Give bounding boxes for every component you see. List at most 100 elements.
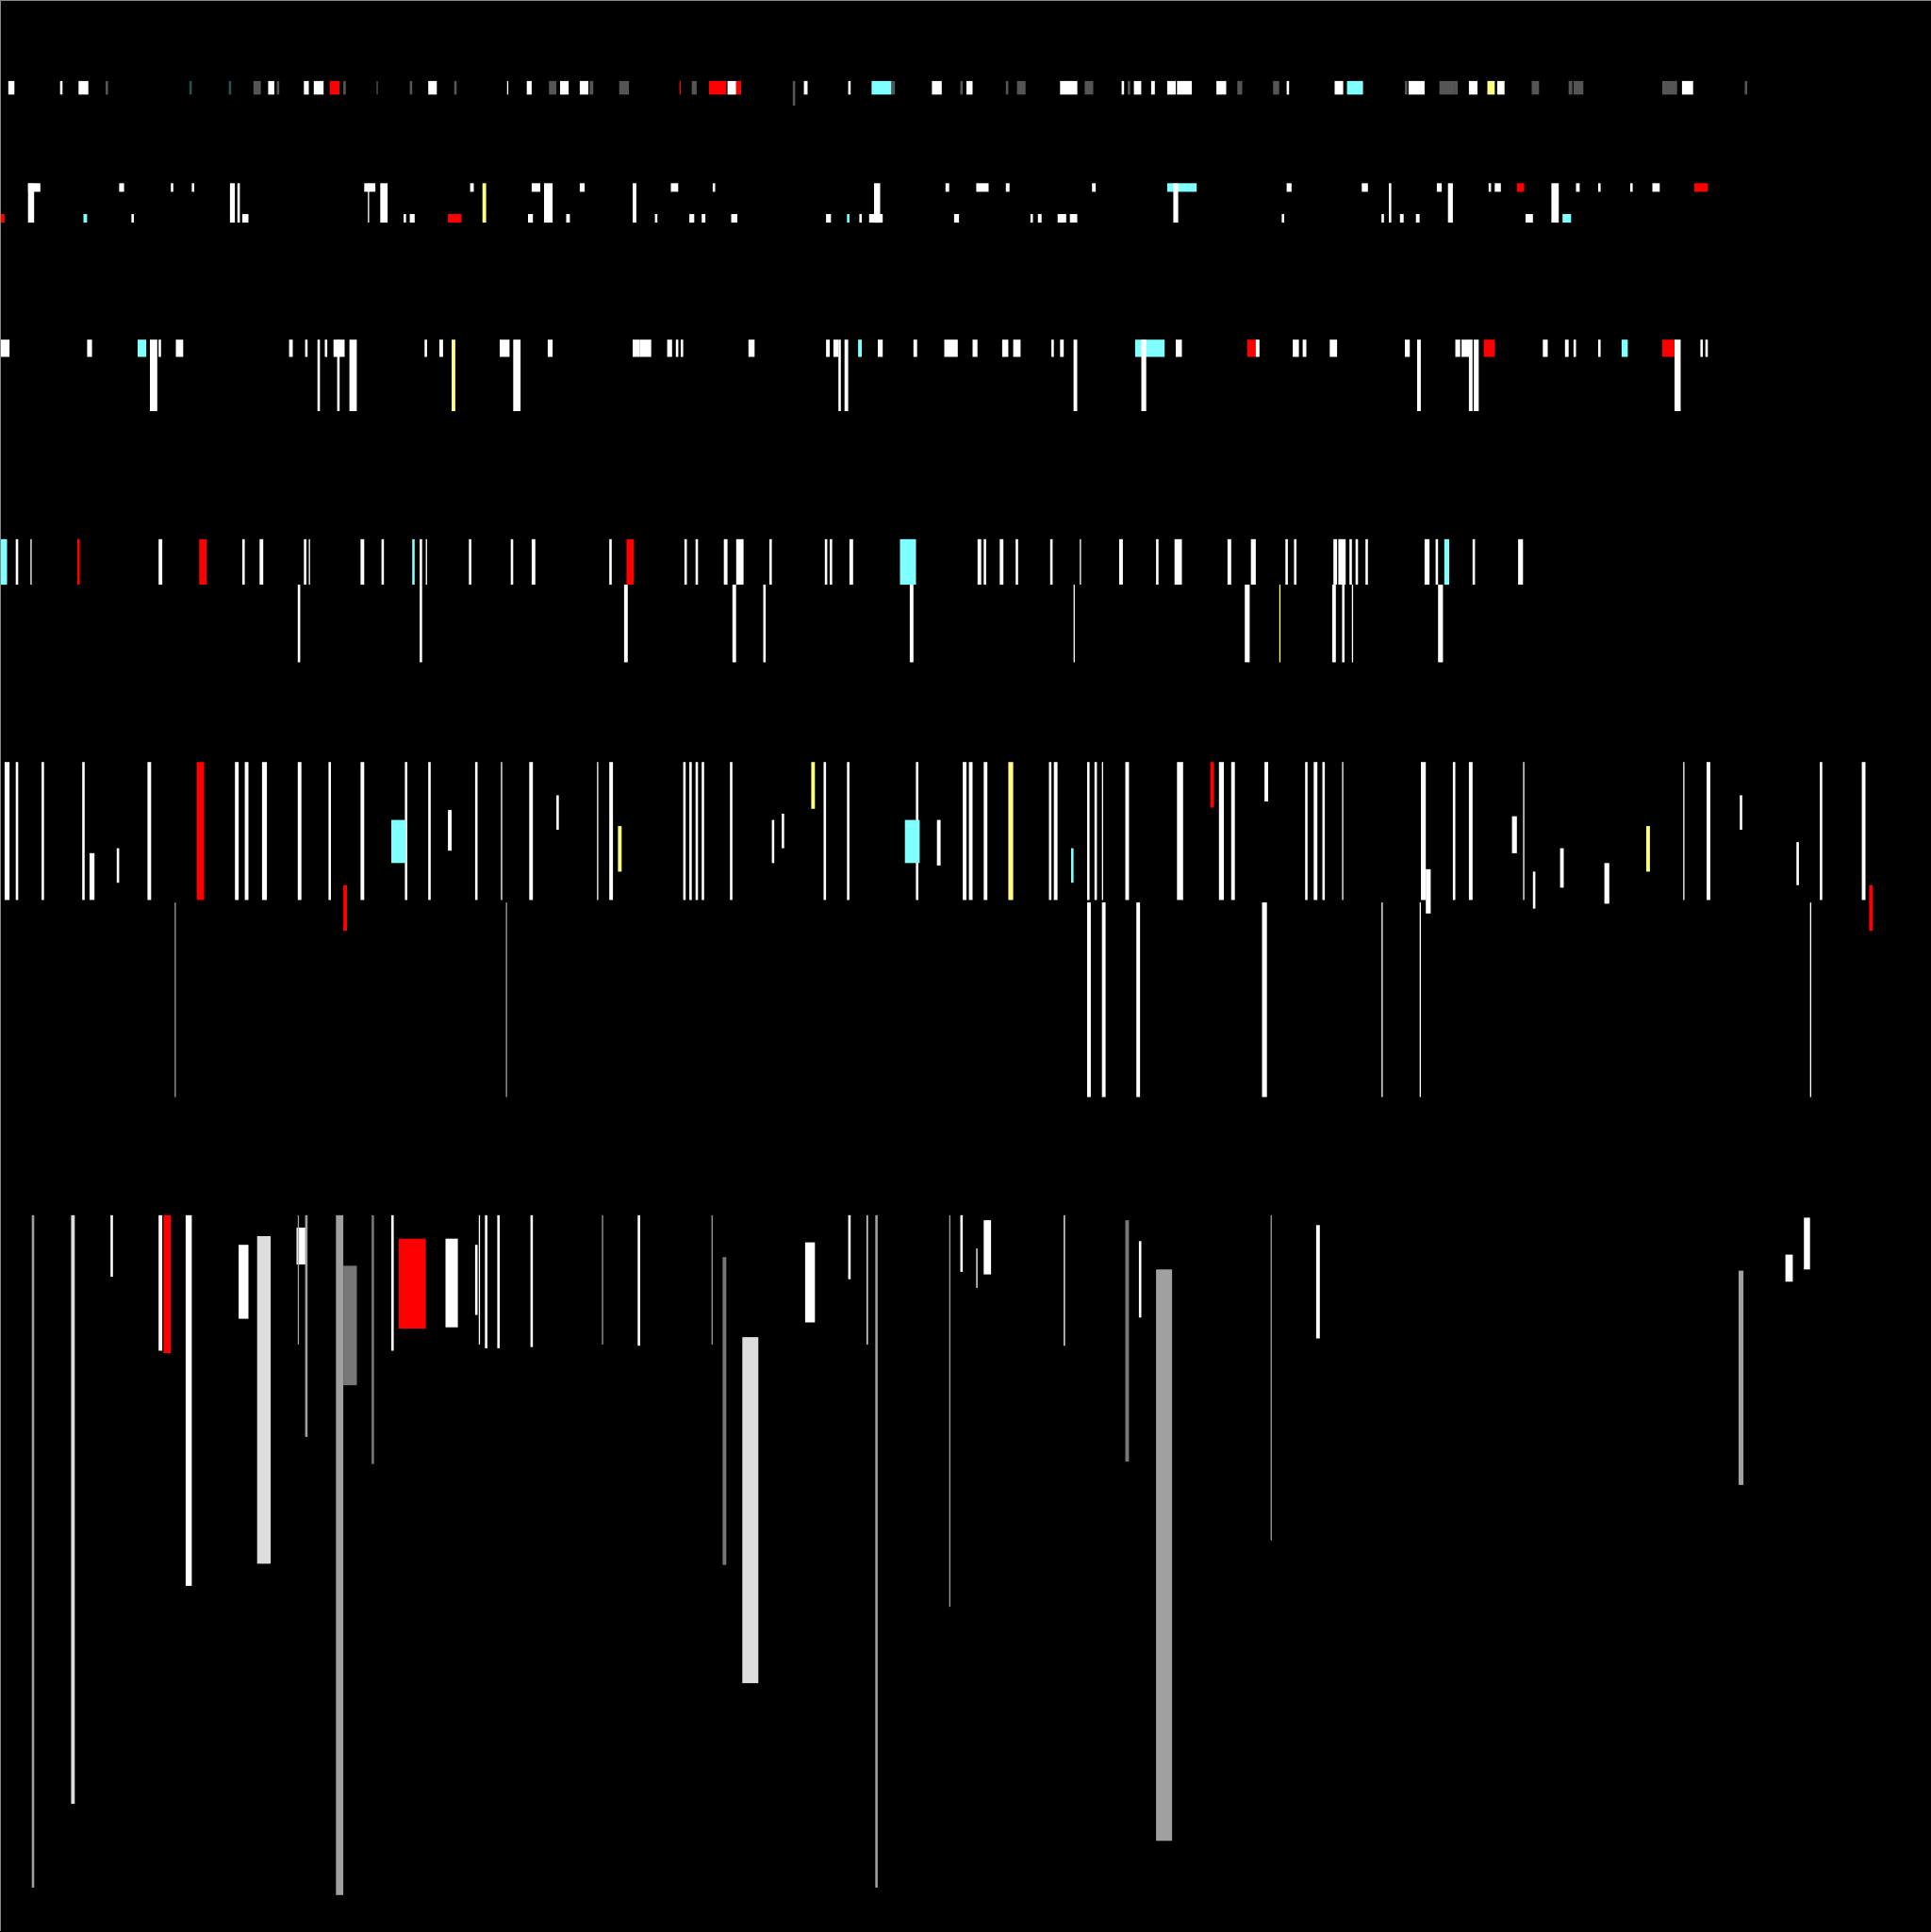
bar [579,80,588,95]
bar [174,902,176,1098]
bar [15,538,19,586]
bar [336,1214,344,1895]
bar [1315,1225,1320,1339]
bar [297,762,302,900]
bar [376,80,378,95]
bar [731,214,737,223]
bar [1740,795,1742,830]
bar [1273,80,1279,95]
bar [380,183,388,223]
bar [78,80,89,95]
bar [944,339,950,357]
bar [1005,183,1010,192]
bar [769,538,772,586]
bar [1264,762,1268,801]
bar [1435,538,1439,586]
bar [549,80,556,95]
bar [1005,80,1009,95]
bar [1389,183,1392,223]
bar [960,80,964,95]
bar [826,214,832,223]
bar [1455,339,1461,357]
bar [1293,339,1299,357]
bar [771,819,775,864]
bar [1681,80,1693,95]
bar [712,183,716,192]
bar [229,183,236,223]
bar [1281,214,1284,223]
bar [977,538,982,586]
bar [1417,339,1421,411]
bar [360,538,365,586]
bar [1700,339,1703,357]
bar [972,339,978,357]
bar [474,762,478,900]
bar [478,1214,481,1345]
bar [1173,183,1179,223]
bar [681,339,684,357]
bar [1302,339,1307,357]
bar [1177,80,1192,95]
bar [1487,80,1495,95]
bar [119,183,124,192]
bar [695,762,699,900]
bar [711,1214,713,1345]
bar [371,1214,374,1464]
bar [147,762,152,900]
bar [727,80,736,95]
bar [1174,538,1182,586]
bar [1381,902,1383,1098]
bar [259,538,264,586]
bar [556,795,559,830]
bar [859,214,862,223]
bar [1101,762,1103,900]
bar [763,585,767,663]
bar [343,80,346,95]
bar [633,183,636,223]
bar [983,762,988,900]
bar [722,1257,727,1565]
bar [276,80,280,95]
bar [1270,1214,1272,1541]
bar [976,183,989,192]
bar [633,339,640,357]
bar [510,538,514,586]
bar [1351,585,1354,663]
bar [482,183,487,223]
bar [1399,214,1404,223]
bar [683,762,686,900]
bar [1246,339,1258,357]
bar [1630,183,1633,192]
bar [1869,884,1873,932]
bar [804,1242,816,1323]
bar [1496,80,1505,95]
bar [1516,183,1525,192]
bar [381,538,385,586]
bar [317,339,321,411]
bar [337,339,340,411]
bar [1604,863,1609,904]
bar [945,183,949,192]
bar [1121,80,1125,95]
bar [848,80,851,95]
bar [1030,214,1033,223]
bar [1573,339,1576,357]
bar [1069,214,1078,223]
bar [609,538,612,586]
bar [77,538,80,586]
bar [1362,183,1368,192]
bar [619,80,630,95]
bar [866,1214,868,1345]
bar [1101,902,1106,1098]
bar [404,214,406,223]
bar [950,339,958,357]
bar [1494,183,1501,192]
bar [1796,842,1799,885]
bar [695,538,699,586]
bar [27,183,41,192]
bar [1177,762,1183,900]
bar [412,538,415,586]
bar [1245,585,1250,663]
bar [1820,762,1823,900]
bar [1210,762,1214,808]
